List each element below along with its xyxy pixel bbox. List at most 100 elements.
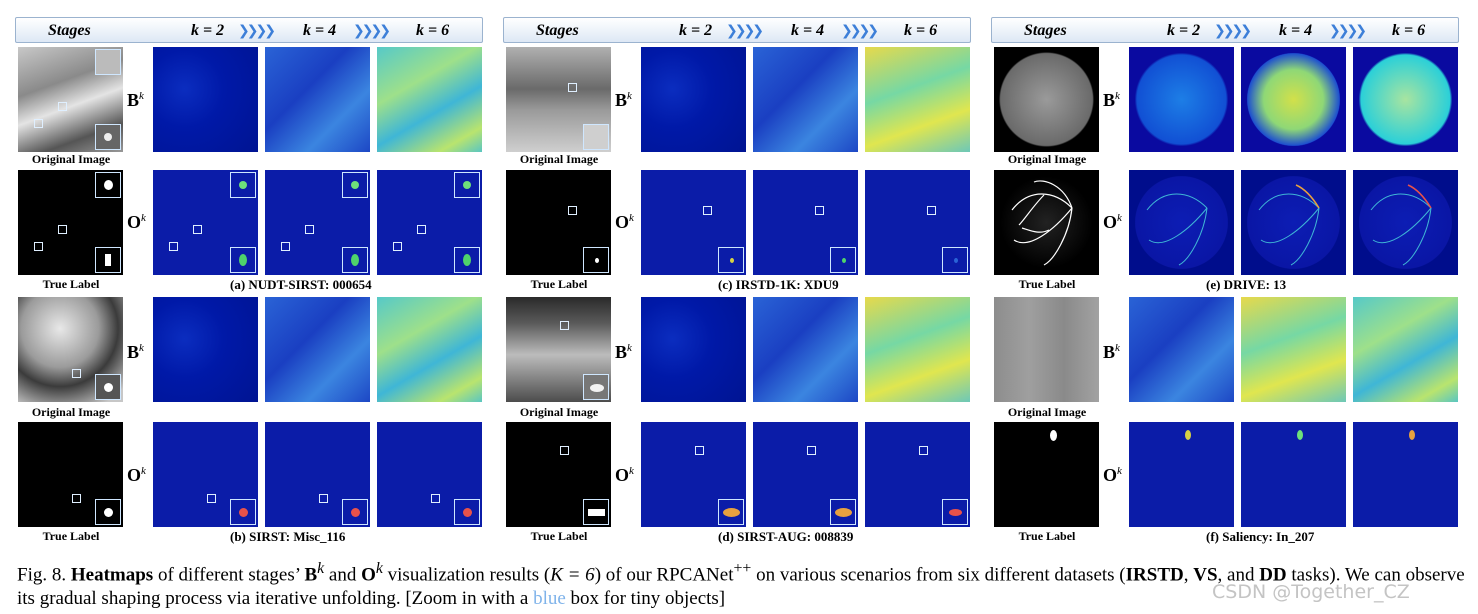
heatmap-b-k6 (865, 47, 970, 152)
heatmap-b-k6 (377, 297, 482, 402)
true-label-image (994, 170, 1099, 275)
chevron-icon: ❯❯❯❯ (1214, 23, 1252, 39)
k2-label: k = 2 (191, 22, 225, 39)
caption-bold-heatmaps: Heatmaps (70, 564, 154, 586)
original-image-label: Original Image (31, 405, 111, 419)
original-image (506, 47, 611, 152)
heatmap-o-k2 (153, 170, 258, 275)
stages-label: Stages (536, 22, 579, 39)
target-box (58, 102, 67, 111)
panel-irstd-sirst-aug: Stages k = 2 ❯❯❯❯ k = 4 ❯❯❯❯ k = 6 Bk Or… (503, 0, 993, 548)
true-label-image (994, 422, 1099, 527)
true-label-image (18, 422, 123, 527)
true-label-label: True Label (1018, 277, 1076, 291)
chevron-icon: ❯❯❯❯ (1329, 23, 1367, 39)
heatmap-o-k2 (641, 422, 746, 527)
heatmap-o-k4 (753, 170, 858, 275)
chevron-icon: ❯❯❯❯ (353, 23, 391, 39)
heatmap-b-k4 (753, 47, 858, 152)
stages-label: Stages (48, 22, 91, 39)
original-image (18, 47, 123, 152)
heatmap-b-k6 (1353, 47, 1458, 152)
true-label-label: True Label (530, 277, 588, 291)
true-label-label: True Label (42, 277, 100, 291)
target-box (34, 119, 43, 128)
true-label-image (18, 170, 123, 275)
heatmap-o-k2 (153, 422, 258, 527)
heatmap-o-k4 (1241, 170, 1346, 275)
caption-blue-word: blue (533, 588, 566, 610)
stages-label: Stages (1024, 22, 1067, 39)
heatmap-b-k4 (1241, 297, 1346, 402)
heatmap-b-k4 (753, 297, 858, 402)
heatmap-o-k6 (377, 422, 482, 527)
heatmap-o-k2 (1129, 422, 1234, 527)
row-label-b: Bk (127, 342, 144, 362)
chevron-icon: ❯❯❯❯ (726, 23, 764, 39)
row-label-o: Ok (615, 212, 634, 232)
row-label-b: Bk (1103, 342, 1120, 362)
figure-number: Fig. 8. (17, 564, 67, 586)
original-image-label: Original Image (31, 152, 111, 166)
subfigure-caption-b: (b) SIRST: Misc_116 (230, 529, 346, 544)
heatmap-o-k6 (1353, 422, 1458, 527)
true-label-image (506, 170, 611, 275)
zoom-inset (95, 49, 121, 75)
heatmap-b-k2 (1129, 47, 1234, 152)
subfigure-caption-d: (d) SIRST-AUG: 008839 (718, 529, 854, 544)
true-label-label: True Label (42, 529, 100, 543)
row-label-b: Bk (1103, 90, 1120, 110)
heatmap-b-k2 (641, 47, 746, 152)
k2-label: k = 2 (679, 22, 713, 39)
original-image-label: Original Image (519, 405, 599, 419)
subfigure-caption-c: (c) IRSTD-1K: XDU9 (718, 277, 839, 292)
k6-label: k = 6 (416, 22, 450, 39)
heatmap-b-k2 (1129, 297, 1234, 402)
heatmap-b-k4 (265, 297, 370, 402)
heatmap-o-k6 (865, 422, 970, 527)
heatmap-o-k4 (265, 422, 370, 527)
panel-nudt-sirst-sirst: Stages k = 2 ❯❯❯❯ k = 4 ❯❯❯❯ k = 6 Bk Or… (15, 0, 505, 548)
heatmap-b-k2 (153, 297, 258, 402)
zoom-inset (95, 124, 121, 150)
subfigure-caption-e: (e) DRIVE: 13 (1206, 277, 1287, 292)
original-image (994, 297, 1099, 402)
heatmap-o-k6 (1353, 170, 1458, 275)
figure-caption: Fig. 8. Heatmaps of different stages’ Bk… (17, 560, 1465, 610)
row-label-b: Bk (615, 90, 632, 110)
heatmap-o-k4 (753, 422, 858, 527)
stage-header: Stages k = 2 ❯❯❯❯ k = 4 ❯❯❯❯ k = 6 (503, 17, 971, 43)
k4-label: k = 4 (1279, 22, 1313, 39)
original-image (994, 47, 1099, 152)
row-label-o: Ok (127, 212, 146, 232)
subfigure-caption-a: (a) NUDT-SIRST: 000654 (230, 277, 372, 292)
heatmap-o-k4 (1241, 422, 1346, 527)
k2-label: k = 2 (1167, 22, 1201, 39)
original-image-label: Original Image (519, 152, 599, 166)
row-label-o: Ok (615, 465, 634, 485)
subfigure-caption-f: (f) Saliency: In_207 (1206, 529, 1315, 544)
chevron-icon: ❯❯❯❯ (841, 23, 879, 39)
row-label-b: Bk (127, 90, 144, 110)
k6-label: k = 6 (1392, 22, 1426, 39)
heatmap-o-k2 (641, 170, 746, 275)
stage-header: Stages k = 2 ❯❯❯❯ k = 4 ❯❯❯❯ k = 6 (991, 17, 1459, 43)
k6-label: k = 6 (904, 22, 938, 39)
stage-header: Stages k = 2 ❯❯❯❯ k = 4 ❯❯❯❯ k = 6 (15, 17, 483, 43)
heatmap-o-k4 (265, 170, 370, 275)
k4-label: k = 4 (303, 22, 337, 39)
heatmap-o-k6 (377, 170, 482, 275)
panel-drive-saliency: Stages k = 2 ❯❯❯❯ k = 4 ❯❯❯❯ k = 6 Bk Or… (991, 0, 1478, 548)
true-label-image (506, 422, 611, 527)
original-image-label: Original Image (1007, 152, 1087, 166)
true-label-label: True Label (530, 529, 588, 543)
row-label-o: Ok (1103, 212, 1122, 232)
watermark: CSDN @Together_CZ (1212, 581, 1410, 603)
heatmap-b-k2 (641, 297, 746, 402)
row-label-o: Ok (127, 465, 146, 485)
true-label-label: True Label (1018, 529, 1076, 543)
original-image (18, 297, 123, 402)
heatmap-b-k6 (1353, 297, 1458, 402)
chevron-icon: ❯❯❯❯ (238, 23, 276, 39)
original-image-label: Original Image (1007, 405, 1087, 419)
